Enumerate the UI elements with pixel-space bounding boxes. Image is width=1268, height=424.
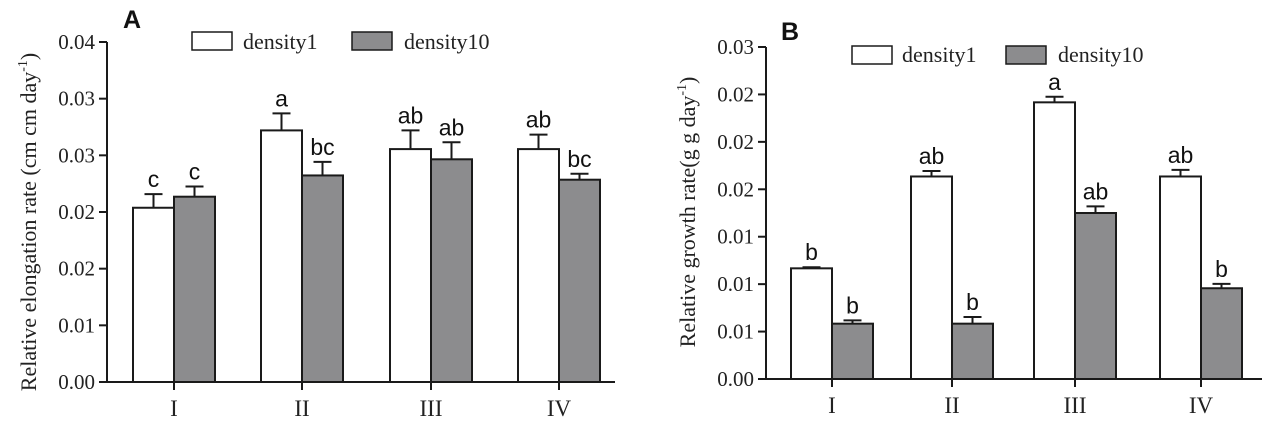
p0-y-tick-label: 0.02 bbox=[58, 200, 95, 224]
p1-significance-letter: b bbox=[805, 239, 818, 265]
panel-b-letter: B bbox=[781, 18, 799, 46]
p0-y-tick-label: 0.02 bbox=[58, 257, 95, 281]
p0-x-tick-label: III bbox=[420, 396, 443, 421]
p1-y-tick-label: 0.02 bbox=[717, 82, 754, 106]
p0-significance-letter: bc bbox=[310, 134, 334, 160]
p0-y-tick-label: 0.00 bbox=[58, 370, 95, 394]
legend-label-density1: density1 bbox=[902, 42, 977, 67]
p0-bar-density10 bbox=[301, 174, 344, 383]
panel-b-ylabel-superscript: -1 bbox=[675, 84, 690, 96]
p1-bar-density10 bbox=[951, 322, 994, 380]
panel-a-legend: density1 density10 bbox=[191, 29, 490, 54]
p0-y-tick-label: 0.03 bbox=[58, 143, 95, 167]
p1-bar-density1 bbox=[910, 175, 953, 380]
legend-swatch-density1 bbox=[191, 31, 233, 51]
p0-bar-density1 bbox=[132, 206, 175, 383]
p1-significance-letter: ab bbox=[1083, 178, 1109, 204]
p0-y-tick-label: 0.01 bbox=[58, 313, 95, 337]
legend-label-density1: density1 bbox=[243, 29, 318, 54]
p0-bar-density10 bbox=[558, 178, 601, 383]
p1-y-tick-label: 0.00 bbox=[717, 367, 754, 391]
panel-a-ylabel-superscript: -1 bbox=[16, 60, 31, 72]
p0-x-tick-label: I bbox=[170, 396, 178, 421]
panel-b-plot-area: 0.000.010.010.010.020.020.020.03I II III IV… bbox=[717, 35, 1262, 418]
legend-label-density10: density10 bbox=[1058, 42, 1144, 67]
p1-bar-density10 bbox=[1074, 212, 1117, 380]
legend-swatch-density1 bbox=[851, 45, 893, 65]
p1-x-tick-label: II bbox=[944, 393, 959, 418]
panel-a-ylabel-end: ) bbox=[16, 53, 41, 60]
p1-bar-density1 bbox=[790, 267, 833, 381]
legend-swatch-density10 bbox=[1005, 45, 1047, 65]
p0-bar-density10 bbox=[430, 158, 473, 383]
p0-significance-letter: ab bbox=[398, 102, 424, 128]
chart-panel-b: B density1 density10 Relative growth rat… bbox=[675, 18, 1262, 418]
panel-a-plot-area: 0.000.010.020.020.030.030.04I II III IVcaab… bbox=[58, 30, 615, 421]
p1-significance-letter: a bbox=[1048, 69, 1061, 95]
p1-significance-letter: ab bbox=[919, 143, 945, 169]
p1-significance-letter: b bbox=[966, 289, 979, 315]
p1-y-tick-label: 0.01 bbox=[717, 225, 754, 249]
p0-bar-density1 bbox=[517, 148, 560, 383]
panel-a-ylabel: Relative elongation rate (cm cm day bbox=[16, 72, 41, 391]
p0-significance-letter: c bbox=[189, 159, 201, 185]
p1-bar-density10 bbox=[831, 322, 874, 380]
p0-y-tick-label: 0.03 bbox=[58, 87, 95, 111]
p0-bar-density1 bbox=[389, 148, 432, 383]
p0-significance-letter: a bbox=[275, 85, 288, 111]
p1-y-tick-label: 0.01 bbox=[717, 320, 754, 344]
p1-bar-density1 bbox=[1033, 101, 1076, 380]
p1-significance-letter: ab bbox=[1168, 142, 1194, 168]
p0-x-tick-label: IV bbox=[547, 396, 572, 421]
panel-a-letter: A bbox=[123, 6, 141, 34]
p0-y-tick-label: 0.04 bbox=[58, 30, 95, 54]
panel-b-ylabel: Relative growth rate(g g day bbox=[675, 96, 700, 348]
p1-y-tick-label: 0.02 bbox=[717, 130, 754, 154]
p0-x-tick-label: II bbox=[294, 396, 309, 421]
legend-swatch-density10 bbox=[351, 31, 393, 51]
panel-b-legend: density1 density10 bbox=[851, 42, 1144, 67]
p1-x-tick-label: III bbox=[1064, 393, 1087, 418]
p1-y-tick-label: 0.01 bbox=[717, 272, 754, 296]
p0-significance-letter: bc bbox=[567, 146, 591, 172]
p1-bar-density10 bbox=[1200, 287, 1243, 380]
panel-b-y-axis-title: Relative growth rate(g g day-1) bbox=[675, 77, 700, 348]
p1-significance-letter: b bbox=[846, 292, 859, 318]
legend-label-density10: density10 bbox=[404, 29, 490, 54]
p1-significance-letter: b bbox=[1215, 256, 1228, 282]
p0-significance-letter: c bbox=[148, 166, 160, 192]
panel-b-ylabel-end: ) bbox=[675, 77, 700, 84]
chart-panel-a: A density1 density10 Relative elongation… bbox=[16, 6, 615, 421]
p1-x-tick-label: I bbox=[828, 393, 836, 418]
p1-y-tick-label: 0.02 bbox=[717, 177, 754, 201]
p1-y-tick-label: 0.03 bbox=[717, 35, 754, 59]
panel-a-y-axis-title: Relative elongation rate (cm cm day-1) bbox=[16, 53, 41, 391]
p1-x-tick-label: IV bbox=[1189, 393, 1214, 418]
p0-bar-density1 bbox=[260, 129, 303, 383]
p0-significance-letter: ab bbox=[439, 114, 465, 140]
p0-significance-letter: ab bbox=[526, 107, 552, 133]
p0-bar-density10 bbox=[173, 195, 216, 383]
p1-bar-density1 bbox=[1159, 175, 1202, 380]
